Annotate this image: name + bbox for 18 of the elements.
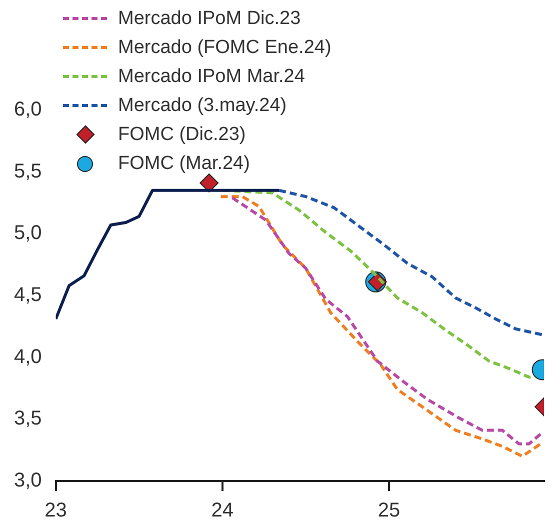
legend-label: Mercado (3.may.24) xyxy=(118,94,287,116)
y-tick-label: 4,0 xyxy=(14,346,42,368)
x-tick-label: 23 xyxy=(44,500,67,522)
x-tick-label: 25 xyxy=(378,500,400,522)
legend-label: Mercado IPoM Dic.23 xyxy=(118,8,301,30)
point xyxy=(200,173,219,192)
legend-label: Mercado (FOMC Ene.24) xyxy=(118,36,332,58)
x-tick-label: 24 xyxy=(211,500,234,522)
y-tick-label: 3,0 xyxy=(14,470,42,492)
legend-label: FOMC (Dic.23) xyxy=(118,124,246,146)
y-tick-label: 6,0 xyxy=(14,98,42,121)
y-tick-label: 5,5 xyxy=(14,160,42,182)
y-tick-label: 5,0 xyxy=(14,222,42,244)
legend-label: FOMC (Mar.24) xyxy=(118,152,250,174)
line-series xyxy=(278,188,544,337)
y-tick-label: 4,5 xyxy=(14,284,42,306)
y-tick-label: 3,5 xyxy=(14,408,42,430)
legend-label: Mercado IPoM Mar.24 xyxy=(118,66,305,88)
